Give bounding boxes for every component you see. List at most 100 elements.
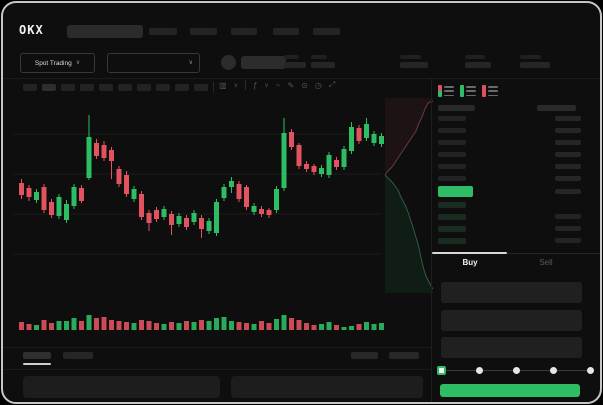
ask-price-placeholder [438, 164, 466, 169]
slider-step-dot[interactable] [586, 366, 594, 374]
slider-step-dot[interactable] [549, 366, 557, 374]
volume-bar [236, 322, 242, 330]
bottom-tab-active-underline [23, 363, 51, 365]
trade-tabs-divider [432, 253, 600, 254]
fullscreen-icon[interactable]: ⤢ [328, 80, 336, 89]
search-input[interactable] [67, 25, 143, 38]
candle-body [349, 127, 354, 151]
timeframe-button[interactable] [175, 84, 189, 91]
order-book-asks-icon[interactable] [482, 85, 498, 97]
ask-amount-placeholder [555, 164, 581, 169]
volume-bar [244, 323, 249, 330]
candle-body [79, 188, 84, 201]
volume-bar [94, 318, 99, 330]
amount-field[interactable] [441, 310, 582, 331]
volume-bar [116, 321, 122, 330]
timeframe-button[interactable] [137, 84, 151, 91]
candle-body [266, 210, 272, 215]
ask-amount-placeholder [555, 140, 581, 145]
chevron-down-icon[interactable]: ∨ [233, 82, 238, 89]
volume-bar [161, 324, 167, 330]
volume-bar [341, 327, 347, 330]
timeframe-button[interactable] [156, 84, 170, 91]
volume-bar [154, 323, 159, 330]
okx-logo: OKX [19, 23, 44, 37]
bottom-tab-active[interactable] [23, 352, 51, 359]
ask-amount-placeholder [555, 152, 581, 157]
order-book-bids-icon[interactable] [460, 85, 476, 97]
total-field[interactable] [441, 337, 582, 358]
timeframe-button[interactable] [80, 84, 94, 91]
candle-body [161, 209, 167, 217]
slider-handle[interactable] [437, 365, 446, 375]
draw-icon[interactable]: ✎ [287, 80, 295, 90]
order-book-combined-icon[interactable] [438, 85, 454, 97]
ticker-stat-label [465, 55, 485, 59]
candle-body [94, 143, 99, 156]
volume-bar [169, 322, 174, 330]
bid-price-placeholder [438, 238, 466, 244]
ask-amount-placeholder [555, 189, 581, 194]
slider-step-dot[interactable] [512, 366, 520, 374]
tab-sell[interactable]: Sell [539, 258, 553, 267]
volume-bar [379, 323, 384, 330]
depth-bids-area [385, 175, 433, 293]
volume-bar [259, 321, 264, 330]
bottom-tab[interactable] [63, 352, 93, 359]
volume-bar [221, 317, 227, 330]
history-icon[interactable]: ◷ [314, 80, 322, 90]
nav-item-placeholder[interactable] [149, 28, 177, 35]
buy-tab-indicator [432, 252, 507, 254]
candlestick-chart[interactable] [3, 79, 433, 331]
nav-item-placeholder[interactable] [190, 28, 217, 35]
volume-bar [41, 320, 47, 330]
candle-body [19, 183, 24, 195]
timeframe-button[interactable] [23, 84, 37, 91]
volume-bar [296, 320, 302, 330]
candle-body [139, 194, 144, 217]
candle-body [319, 168, 324, 174]
timeframe-button[interactable] [42, 84, 56, 91]
wave-icon[interactable]: ~ [275, 80, 281, 90]
candle-body [244, 187, 249, 207]
chevron-down-icon[interactable]: ∨ [264, 82, 269, 89]
slider-step-dot[interactable] [475, 366, 483, 374]
volume-bar [311, 325, 317, 330]
nav-item-placeholder[interactable] [313, 28, 340, 35]
chart-type-icon[interactable]: ▥ [219, 80, 227, 90]
nav-item-placeholder[interactable] [231, 28, 257, 35]
candle-body [364, 124, 369, 138]
volume-bar [364, 322, 369, 330]
candle-body [281, 133, 287, 188]
timeframe-button[interactable] [194, 84, 208, 91]
candle-body [371, 134, 377, 143]
candle-body [274, 189, 279, 210]
indicator-icon[interactable]: ƒ [252, 80, 258, 90]
token-icon-placeholder [221, 55, 236, 70]
candle-body [124, 175, 129, 194]
candle-body [41, 187, 47, 210]
volume-bar [19, 322, 24, 330]
price-field[interactable] [441, 282, 582, 303]
candle-body [49, 202, 54, 215]
nav-item-placeholder[interactable] [273, 28, 299, 35]
candle-body [304, 164, 309, 169]
pair-selector-dropdown[interactable]: ∨ [107, 53, 200, 73]
chart-bottom-divider [3, 347, 431, 348]
bottom-action-placeholder[interactable] [351, 352, 378, 359]
candle-body [131, 189, 137, 199]
ticker-stat-label [520, 55, 541, 59]
volume-bar [304, 323, 309, 330]
bottom-action-placeholder[interactable] [389, 352, 419, 359]
buy-button[interactable] [440, 384, 580, 397]
candle-body [334, 160, 339, 167]
candle-body [154, 210, 159, 219]
camera-icon[interactable]: ⊙ [301, 80, 308, 90]
timeframe-button[interactable] [61, 84, 75, 91]
ask-price-placeholder [438, 140, 466, 145]
timeframe-button[interactable] [118, 84, 132, 91]
market-type-dropdown[interactable]: Spot Trading ∨ [20, 53, 95, 73]
timeframe-button[interactable] [99, 84, 113, 91]
bid-amount-placeholder [555, 238, 581, 243]
tab-buy[interactable]: Buy [462, 258, 478, 267]
